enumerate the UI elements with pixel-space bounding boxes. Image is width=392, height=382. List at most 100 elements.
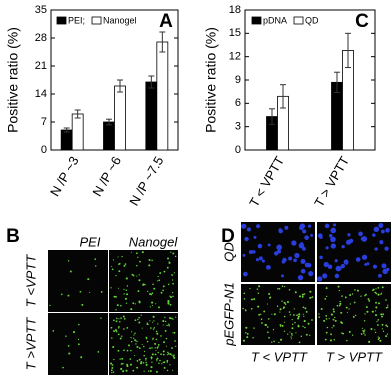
cell-dot	[330, 243, 336, 249]
y-tick-label: 9	[235, 74, 241, 86]
cell-dot	[151, 358, 153, 360]
cell-dot	[126, 327, 129, 329]
cell-dot	[124, 263, 127, 265]
panel-label: B	[6, 226, 20, 247]
cell-dot	[351, 334, 354, 336]
cell-dot	[135, 340, 137, 342]
cell-dot	[290, 333, 293, 335]
cell-dot	[145, 337, 148, 340]
cell-dot	[168, 324, 170, 327]
cell-dot	[253, 235, 257, 239]
cell-dot	[113, 330, 115, 332]
cell-dot	[127, 344, 130, 347]
cell-dot	[271, 341, 273, 343]
cell-dot	[277, 287, 279, 290]
cell-dot	[119, 321, 121, 323]
cell-dot	[291, 318, 293, 321]
cell-dot	[129, 363, 133, 366]
cell-dot	[323, 319, 326, 322]
cell-dot	[162, 289, 164, 292]
error-bar	[148, 75, 155, 89]
cell-dot	[354, 289, 356, 291]
cell-dot	[361, 327, 363, 329]
panel-label: D	[221, 226, 235, 247]
cell-dot	[242, 253, 246, 257]
cell-dot	[123, 288, 125, 291]
cell-dot	[160, 353, 162, 356]
cell-dot	[117, 349, 120, 352]
cell-dot	[137, 290, 140, 293]
cell-dot	[155, 370, 158, 373]
cell-dot	[348, 330, 351, 333]
cell-dot	[318, 316, 320, 318]
cell-dot	[167, 352, 170, 355]
cell-dot	[168, 261, 171, 263]
cell-dot	[273, 313, 276, 316]
cell-dot	[325, 331, 328, 334]
error-bar	[334, 71, 340, 93]
cell-dot	[300, 242, 304, 246]
cell-dot	[171, 354, 173, 356]
y-axis-label: Positive ratio (%)	[5, 27, 21, 133]
cell-dot	[261, 259, 265, 263]
cell-dot	[346, 311, 348, 313]
bar	[60, 129, 73, 151]
cell-dot	[333, 316, 336, 319]
cell-dot	[117, 256, 119, 258]
cell-dot	[385, 299, 387, 301]
cell-dot	[167, 258, 169, 260]
cell-dot	[122, 362, 124, 365]
cell-dot	[301, 295, 304, 298]
cell-dot	[80, 356, 83, 359]
bar	[103, 121, 115, 151]
cell-dot	[282, 307, 284, 310]
cell-dot	[151, 301, 154, 304]
cell-dot	[146, 323, 149, 325]
error-bar	[63, 127, 70, 133]
error-bar	[269, 108, 275, 125]
cell-dot	[171, 291, 174, 294]
cell-dot	[302, 229, 307, 234]
cell-dot	[328, 318, 330, 320]
cell-dot	[68, 352, 71, 355]
legend-label: pDNA	[263, 15, 287, 25]
cell-dot	[111, 367, 114, 369]
cell-dot	[261, 322, 263, 324]
cell-dot	[330, 236, 336, 243]
cell-dot	[273, 340, 275, 343]
cell-dot	[165, 345, 167, 347]
cell-dot	[385, 335, 388, 338]
cell-dot	[305, 333, 308, 336]
cell-dot	[349, 293, 352, 297]
cell-dot	[138, 358, 141, 361]
cell-dot	[283, 286, 286, 288]
x-tick-label: T > VPTT	[311, 154, 352, 210]
cell-dot	[115, 309, 117, 311]
cell-dot	[175, 316, 177, 318]
cell-dot	[377, 319, 380, 321]
row-label: T >VPTT	[23, 317, 38, 370]
cell-dot	[279, 308, 282, 311]
column-label: T < VPTT	[251, 349, 308, 364]
cell-dot	[378, 337, 381, 339]
cell-dot	[381, 328, 383, 330]
cell-dot	[362, 330, 365, 333]
cell-dot	[160, 335, 162, 337]
cell-dot	[360, 295, 362, 297]
cell-dot	[151, 304, 153, 307]
cell-dot	[139, 260, 141, 263]
cell-dot	[289, 314, 292, 316]
y-tick-label: 14	[35, 88, 47, 100]
cell-dot	[152, 328, 155, 330]
cell-dot	[136, 345, 139, 348]
cell-dot	[326, 326, 329, 329]
bar	[114, 85, 126, 151]
cell-dot	[123, 317, 126, 320]
cell-dot	[130, 308, 133, 311]
cell-dot	[353, 301, 356, 304]
cell-dot	[123, 264, 126, 267]
cell-dot	[124, 297, 128, 300]
cell-dot	[154, 353, 157, 356]
cell-dot	[379, 240, 384, 245]
micrograph	[317, 284, 391, 345]
